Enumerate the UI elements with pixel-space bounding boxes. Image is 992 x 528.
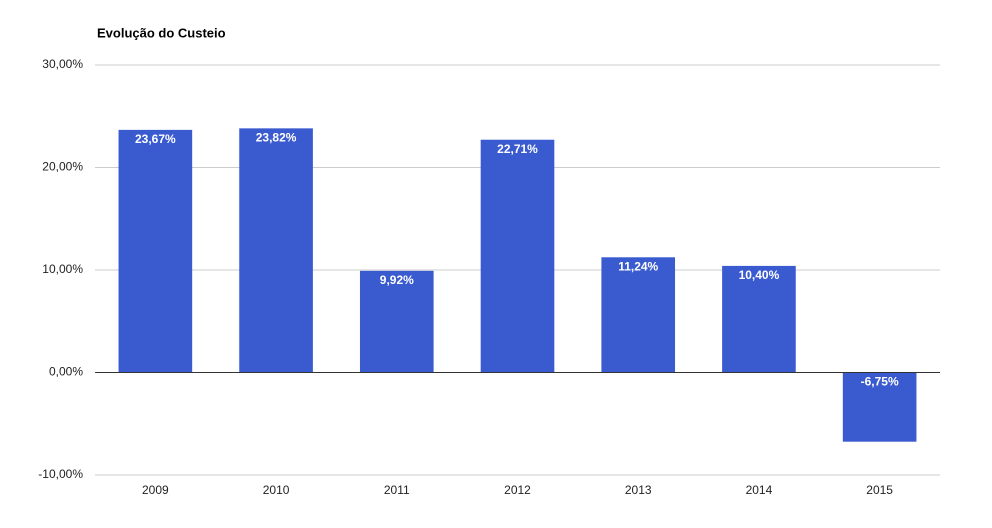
bar xyxy=(842,372,917,442)
y-tick-label: 20,00% xyxy=(42,160,83,174)
bar xyxy=(480,139,555,373)
value-label: 9,92% xyxy=(380,273,414,287)
bar xyxy=(359,270,434,373)
y-tick-label: 0,00% xyxy=(49,365,83,379)
x-tick-label: 2010 xyxy=(263,483,290,497)
value-label: 11,24% xyxy=(618,259,658,273)
x-tick-label: 2011 xyxy=(384,483,410,497)
x-tick-label: 2013 xyxy=(625,483,652,497)
value-label: -6,75% xyxy=(861,375,899,389)
bar xyxy=(239,128,313,373)
x-tick-label: 2012 xyxy=(504,483,531,497)
x-tick-label: 2014 xyxy=(746,483,773,497)
y-tick-label: -10,00% xyxy=(38,467,83,481)
value-label: 23,67% xyxy=(135,132,176,146)
x-tick-label: 2009 xyxy=(142,483,169,497)
value-label: 23,82% xyxy=(256,131,297,145)
y-tick-label: 10,00% xyxy=(42,262,83,276)
value-label: 10,40% xyxy=(739,268,780,282)
bar xyxy=(601,257,676,373)
bar xyxy=(722,265,796,373)
y-tick-label: 30,00% xyxy=(42,57,83,71)
bar xyxy=(118,129,193,373)
chart-title: Evolução do Custeio xyxy=(97,25,226,40)
x-tick-label: 2015 xyxy=(866,483,893,497)
value-label: 22,71% xyxy=(497,142,538,156)
